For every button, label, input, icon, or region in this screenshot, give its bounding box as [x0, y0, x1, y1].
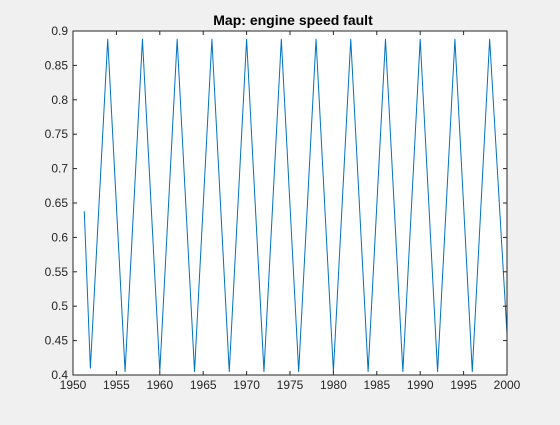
series-layer	[83, 38, 508, 373]
x-tick-label: 1960	[146, 378, 173, 392]
x-tick-label: 1955	[103, 378, 130, 392]
y-tick-label: 0.5	[51, 299, 68, 313]
x-tick-label: 1965	[190, 378, 217, 392]
y-tick-label: 0.6	[51, 230, 68, 244]
x-tick-label: 1990	[407, 378, 434, 392]
y-tick-label: 0.8	[51, 93, 68, 107]
y-tick-label: 0.65	[45, 196, 69, 210]
y-tick-label: 0.9	[51, 24, 68, 38]
x-tick-label: 1970	[233, 378, 260, 392]
y-tick-label: 0.75	[45, 127, 69, 141]
y-tick-label: 0.7	[51, 162, 68, 176]
x-tick-label: 1995	[450, 378, 477, 392]
x-tick-label: 1985	[363, 378, 390, 392]
chart-title: Map: engine speed fault	[213, 12, 373, 28]
y-axis: 0.4 0.45 0.5 0.55 0.6 0.65 0.7 0.75 0.8 0.85 0.9	[45, 24, 507, 382]
x-axis: 1950 1955 1960 1965 1970 1975 1980 1985 1990 1995…	[60, 31, 521, 392]
x-tick-label: 1950	[60, 378, 87, 392]
y-tick-label: 0.55	[45, 265, 69, 279]
y-tick-label: 0.45	[45, 334, 69, 348]
x-tick-label: 1980	[320, 378, 347, 392]
x-tick-label: 2000	[494, 378, 521, 392]
x-tick-label: 1975	[277, 378, 304, 392]
y-tick-label: 0.85	[45, 58, 69, 72]
series-line-1	[83, 38, 508, 373]
y-tick-label: 0.4	[51, 368, 68, 382]
